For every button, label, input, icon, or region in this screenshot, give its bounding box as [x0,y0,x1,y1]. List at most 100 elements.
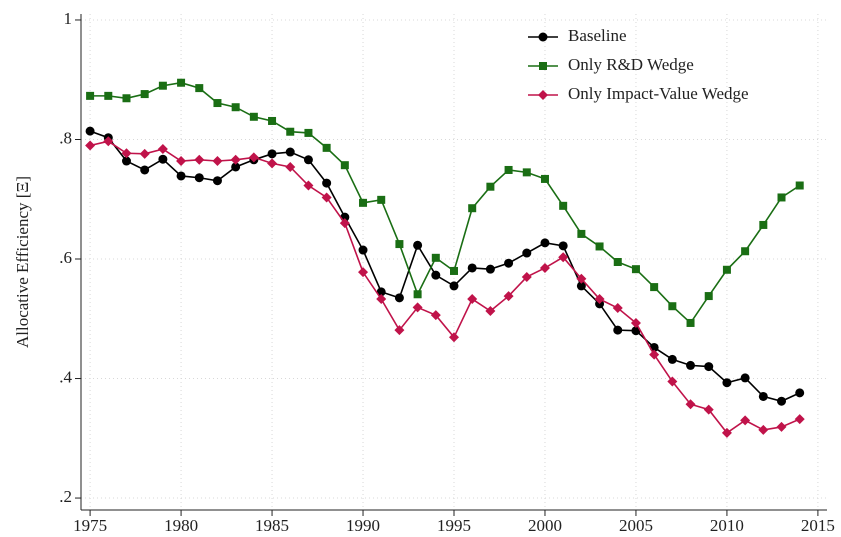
marker [449,332,459,343]
series-line [90,81,801,325]
marker [431,253,440,262]
marker [140,165,150,175]
legend-marker [538,90,548,100]
marker [613,258,622,266]
marker [322,143,331,152]
x-tick-label: 1995 [437,516,471,535]
marker [721,427,732,438]
marker [722,378,732,388]
marker [558,241,568,251]
series-line [89,130,801,403]
marker [776,421,787,432]
marker [376,294,387,305]
marker [649,349,660,360]
y-tick-label: .6 [59,248,72,267]
marker [177,78,186,87]
marker [358,267,369,278]
marker [576,281,586,291]
marker [158,81,167,90]
marker [722,265,731,274]
marker [559,201,568,210]
marker [231,103,240,112]
marker [612,303,623,314]
marker [539,262,550,273]
legend-label: Only Impact-Value Wedge [568,84,749,103]
marker [104,91,113,100]
marker [686,318,695,327]
marker [121,148,132,159]
marker [231,162,241,172]
marker [468,204,477,213]
x-tick-label: 1975 [73,516,107,535]
marker [595,242,604,251]
marker [686,360,696,370]
marker [430,310,441,321]
marker [613,325,623,335]
marker [522,168,531,177]
marker [631,265,640,274]
marker [304,128,313,137]
x-tick-label: 2000 [528,516,562,535]
marker [504,165,513,174]
y-tick-label: 1 [64,9,73,28]
marker [285,161,296,172]
marker [139,148,150,159]
marker [303,155,313,165]
marker [268,116,277,125]
marker [413,290,422,299]
marker [450,266,458,275]
marker [395,240,404,249]
marker [704,362,714,372]
x-tick-label: 1990 [346,516,380,535]
marker [194,154,205,165]
marker [321,192,332,203]
marker [413,240,423,250]
marker [339,218,350,229]
marker [685,399,696,410]
marker [577,229,586,238]
marker [85,140,96,151]
marker [667,376,678,387]
marker [540,238,550,248]
marker [86,91,95,100]
marker [794,414,805,425]
marker [504,258,514,268]
marker [704,292,713,301]
marker [157,144,168,155]
marker [140,90,149,99]
marker [795,388,805,398]
marker [103,136,114,147]
marker [467,263,477,273]
marker [158,154,168,164]
marker [522,248,532,258]
marker [249,112,258,121]
marker [248,152,259,163]
y-tick-label: .2 [59,487,72,506]
marker [777,193,786,202]
x-tick-label: 2010 [710,516,744,535]
marker [630,317,641,328]
marker [486,182,495,191]
marker [286,127,295,136]
marker [322,178,332,188]
marker [376,287,386,297]
marker [121,156,131,166]
marker [521,271,532,282]
marker [503,291,514,302]
marker [576,273,587,284]
x-tick-label: 2005 [619,516,653,535]
marker [394,325,405,336]
series-line [89,140,801,434]
marker [795,181,804,190]
marker [558,252,569,263]
marker [540,174,549,183]
marker [449,281,459,291]
marker [267,158,278,169]
marker [667,354,677,364]
marker [703,404,714,415]
marker [176,156,187,167]
marker [194,173,204,183]
marker [741,247,750,256]
marker [650,283,659,292]
